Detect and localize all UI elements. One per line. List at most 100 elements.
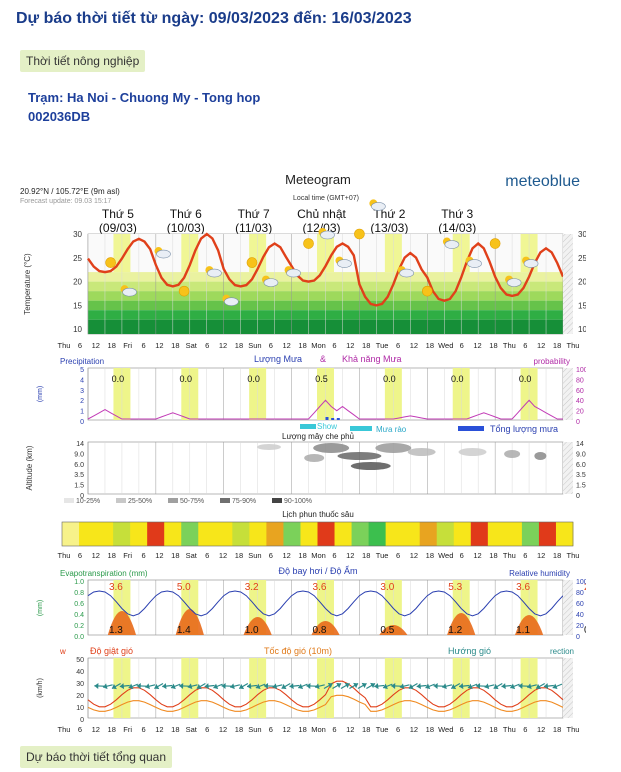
precip-tick-left-2: 3 [80, 388, 84, 395]
wind-arrow-25 [154, 682, 164, 690]
precip-bar-1 [331, 418, 335, 420]
evap-tick-left-1: 0.8 [74, 590, 84, 597]
humidity-label: Relative humidity [509, 569, 570, 578]
daily-precip-5: 0.0 [451, 374, 464, 384]
wind-arrow-91 [340, 682, 350, 690]
evap-tick-right-0: 100 [576, 579, 586, 586]
evap-tick-right-5: 0 [576, 634, 580, 641]
time-tick-21: 6 [396, 551, 400, 560]
time-tick-24: Wed [438, 551, 453, 560]
wind-arrow-145 [493, 682, 503, 690]
cloud-blob-5 [458, 448, 487, 456]
weather-icon-18 [489, 238, 501, 249]
direction-right-label: rection [550, 647, 574, 656]
legend-shower: Mưa rào [376, 425, 407, 434]
spray-cell-25 [487, 522, 506, 546]
time-tick-15: 18 [298, 341, 306, 350]
time-tick-31: 18 [553, 725, 561, 734]
weather-icon-15 [421, 285, 433, 297]
legend-show: Show [317, 422, 337, 431]
daily-precip-1: 0.0 [180, 374, 193, 384]
time-tick-21: 6 [396, 341, 400, 350]
time-tick-17: 6 [332, 341, 336, 350]
time-tick-12: Sun [248, 725, 261, 734]
wind-tick-2: 30 [76, 681, 84, 688]
wind-speed-curve [87, 694, 564, 712]
time-tick-19: 18 [362, 551, 370, 560]
wind-arrow-52 [230, 683, 241, 690]
wind-arrow-58 [246, 683, 258, 690]
wind-arrow-160 [535, 682, 546, 690]
weather-icon-3 [178, 285, 190, 297]
time-tick-5: 6 [141, 551, 145, 560]
cloud-tick-right-3: 3.5 [576, 472, 586, 479]
precip-title-2: Khả năng Mưa [342, 354, 402, 364]
day-date-4: (13/03) [370, 221, 408, 235]
time-tick-27: 18 [489, 725, 497, 734]
wind-arrow-16 [128, 683, 139, 690]
spray-cell-26 [504, 522, 523, 546]
evap-daily-sum-0: 3.6 [109, 582, 123, 593]
cloud-tick-left-1: 9.0 [74, 451, 84, 458]
temp-tick-left-0: 30 [73, 230, 82, 239]
precip-bar-2 [336, 418, 340, 420]
wind-tick-0: 50 [76, 657, 84, 664]
time-tick-22: 12 [410, 551, 418, 560]
wind-unit: (km/h) [37, 678, 44, 698]
temp-tick-left-2: 20 [73, 278, 82, 287]
precipitation-panel: Precipitation Lượng Mưa & Khả năng Mưa p… [37, 354, 586, 434]
precip-tick-right-5: 0 [576, 419, 580, 426]
time-tick-3: 18 [108, 341, 116, 350]
evap-unit-left: (mm) [37, 600, 44, 616]
time-tick-31: 18 [553, 341, 561, 350]
wind-arrow-13 [119, 683, 130, 690]
spray-cell-18 [368, 522, 387, 546]
weather-icon-9 [303, 238, 314, 249]
time-tick-22: 12 [410, 341, 418, 350]
evap-area-5 [447, 613, 476, 635]
temp-tick-right-0: 30 [578, 230, 586, 239]
time-tick-26: 12 [473, 341, 481, 350]
time-tick-23: 18 [426, 341, 434, 350]
day-name-5: Thứ 3 [441, 207, 473, 221]
time-tick-0: Thu [58, 551, 71, 560]
cloud-tick-left-3: 3.5 [74, 472, 84, 479]
time-axis-bottom: Thu 6 12 18 Fri 6 12 18 Sat 6 12 18 Sun 6 12 18 Mon 6 12 18… [58, 725, 580, 734]
evap-daily-value-6: 1.1 [516, 625, 530, 636]
time-tick-14: 12 [283, 551, 291, 560]
wind-arrow-70 [281, 682, 291, 690]
wind-arrow-151 [510, 683, 520, 690]
time-tick-30: 12 [537, 725, 545, 734]
evap-tick-right-4: 20 [576, 623, 584, 630]
time-tick-15: 18 [298, 725, 306, 734]
time-tick-0: Thu [58, 341, 71, 350]
cloud-blob-7 [256, 444, 281, 450]
cloud-tick-left-5: 0 [80, 493, 84, 500]
cloud-blob-2 [375, 443, 412, 453]
page-title: Dự báo thời tiết từ ngày: 09/03/2023 đến… [16, 10, 412, 27]
wind-arrow-79 [306, 682, 317, 689]
legend-total-rain: Tổng lượng mưa [490, 424, 558, 434]
precip-amp: & [320, 354, 326, 364]
evap-daily-sum-2: 3.2 [245, 582, 259, 593]
day-date-0: (09/03) [99, 221, 137, 235]
evap-daily-value-0: 1.3 [109, 625, 123, 636]
time-tick-20: Tue [376, 725, 389, 734]
overview-label: Dự báo thời tiết tổng quan [20, 746, 172, 768]
time-tick-2: 12 [92, 551, 100, 560]
time-tick-29: 6 [523, 725, 527, 734]
cloud-blob-8 [350, 462, 391, 470]
time-tick-16: Mon [311, 551, 326, 560]
evap-area-0 [107, 611, 137, 635]
daily-precip-2: 0.0 [247, 374, 260, 384]
cloud-panel: Lượng mây che phủ 14 9.0 6.0 3.5 1.5 0 14 9.0 6.… [25, 432, 586, 505]
spray-cell-19 [385, 522, 404, 546]
humidity-curve [87, 590, 564, 617]
precip-tick-left-4: 1 [80, 409, 84, 416]
time-tick-29: 6 [523, 341, 527, 350]
wind-tick-1: 40 [76, 669, 84, 676]
wind-arrow-130 [450, 682, 461, 690]
precip-tick-left-3: 2 [80, 398, 84, 405]
evap-area-3 [311, 621, 340, 635]
time-tick-8: Sat [186, 341, 198, 350]
